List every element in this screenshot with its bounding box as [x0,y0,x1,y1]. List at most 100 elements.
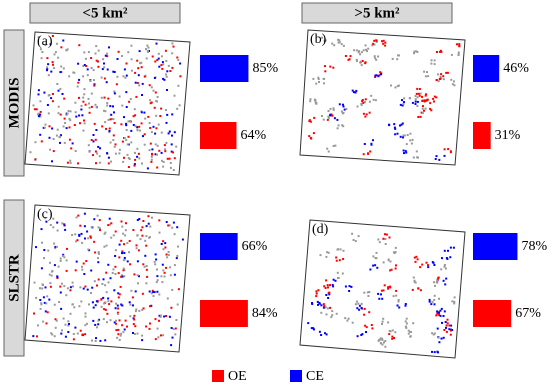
map-pixel [446,71,449,74]
map-pixel [149,322,151,325]
map-pixel [402,134,405,137]
map-pixel [447,249,449,252]
map-pixel [101,283,104,285]
map-pixel [320,334,323,336]
map-pixel [396,304,399,307]
map-pixel [52,217,55,220]
map-pixel [400,123,403,126]
map-pixel [332,145,335,147]
map-pixel [322,306,325,309]
map-pixel [375,74,378,77]
map-pixel [334,279,337,282]
map-pixel [93,84,96,87]
map-pixel [129,98,132,100]
map-pixel [165,266,167,269]
map-pixel [371,327,374,330]
map-pixel [92,134,95,136]
map-pixel [145,235,148,238]
map-pixel [91,301,94,304]
map-pixel [49,148,52,151]
map-pixel [320,311,323,314]
map-pixel [49,261,51,264]
legend-label: CE [306,369,324,384]
map-pixel [409,335,412,338]
map-pixel [56,128,59,131]
map-pixel [143,265,146,268]
map-pixel [56,83,59,85]
bar [473,55,500,82]
map-pixel [139,238,142,241]
map-pixel [93,122,96,125]
map-pixel [414,95,417,97]
map-pixel [114,230,117,233]
bar [473,300,512,327]
map-pixel [416,96,419,99]
map-pixel [411,288,414,291]
map-pixel [32,104,35,107]
map-pixel [160,275,163,278]
map-pixel [394,133,397,136]
map-pixel [317,303,319,306]
map-pixel [445,324,448,327]
map-pixel [377,238,380,241]
map-pixel [135,95,138,98]
map-pixel [46,311,49,314]
map-pixel [79,122,81,125]
map-pixel [162,161,165,163]
map-pixel [449,256,452,259]
map-pixel [156,166,159,169]
map-pixel [96,214,99,217]
map-pixel [141,339,144,342]
map-pixel [61,329,63,332]
map-pixel [40,57,43,60]
map-pixel [97,319,100,322]
map-pixel [57,105,60,108]
map-pixel [110,300,113,303]
map-pixel [126,143,129,146]
map-pixel [42,126,45,129]
map-pixel [35,108,38,111]
map-pixel [87,248,90,251]
map-pixel [316,300,319,303]
map-pixel [151,148,154,151]
map-pixel [449,150,452,153]
map-pixel [405,322,408,325]
map-pixel [70,147,73,150]
map-pixel [432,333,435,336]
map-pixel [130,141,133,144]
column-header: >5 km² [354,5,400,21]
map-pixel [416,100,419,103]
map-pixel [86,68,89,71]
map-pixel [145,244,148,247]
map-pixel [392,251,395,254]
map-pixel [92,306,95,309]
map-pixel [158,65,161,68]
map-pixel [95,59,98,62]
map-pixel [137,67,140,70]
map-pixel [146,275,149,278]
map-pixel [402,102,405,105]
map-pixel [155,114,158,117]
map-pixel [108,131,111,134]
map-pixel [141,334,144,337]
map-pixel [93,240,96,243]
map-pixel [421,107,424,110]
map-pixel [433,299,436,301]
map-pixel [360,104,363,107]
map-pixel [148,290,151,293]
map-pixel [321,36,324,39]
map-pixel [324,332,326,335]
map-pixel [315,292,318,295]
map-pixel [88,150,91,153]
map-pixel [135,244,138,247]
map-pixel [135,308,138,311]
map-pixel [125,74,128,77]
map-pixel [436,310,439,313]
map-pixel [174,333,177,336]
map-pixel [354,303,357,306]
map-pixel [169,162,172,164]
map-pixel [382,289,385,292]
map-pixel [321,115,323,117]
map-pixel [424,107,427,110]
map-pixel [404,150,407,153]
